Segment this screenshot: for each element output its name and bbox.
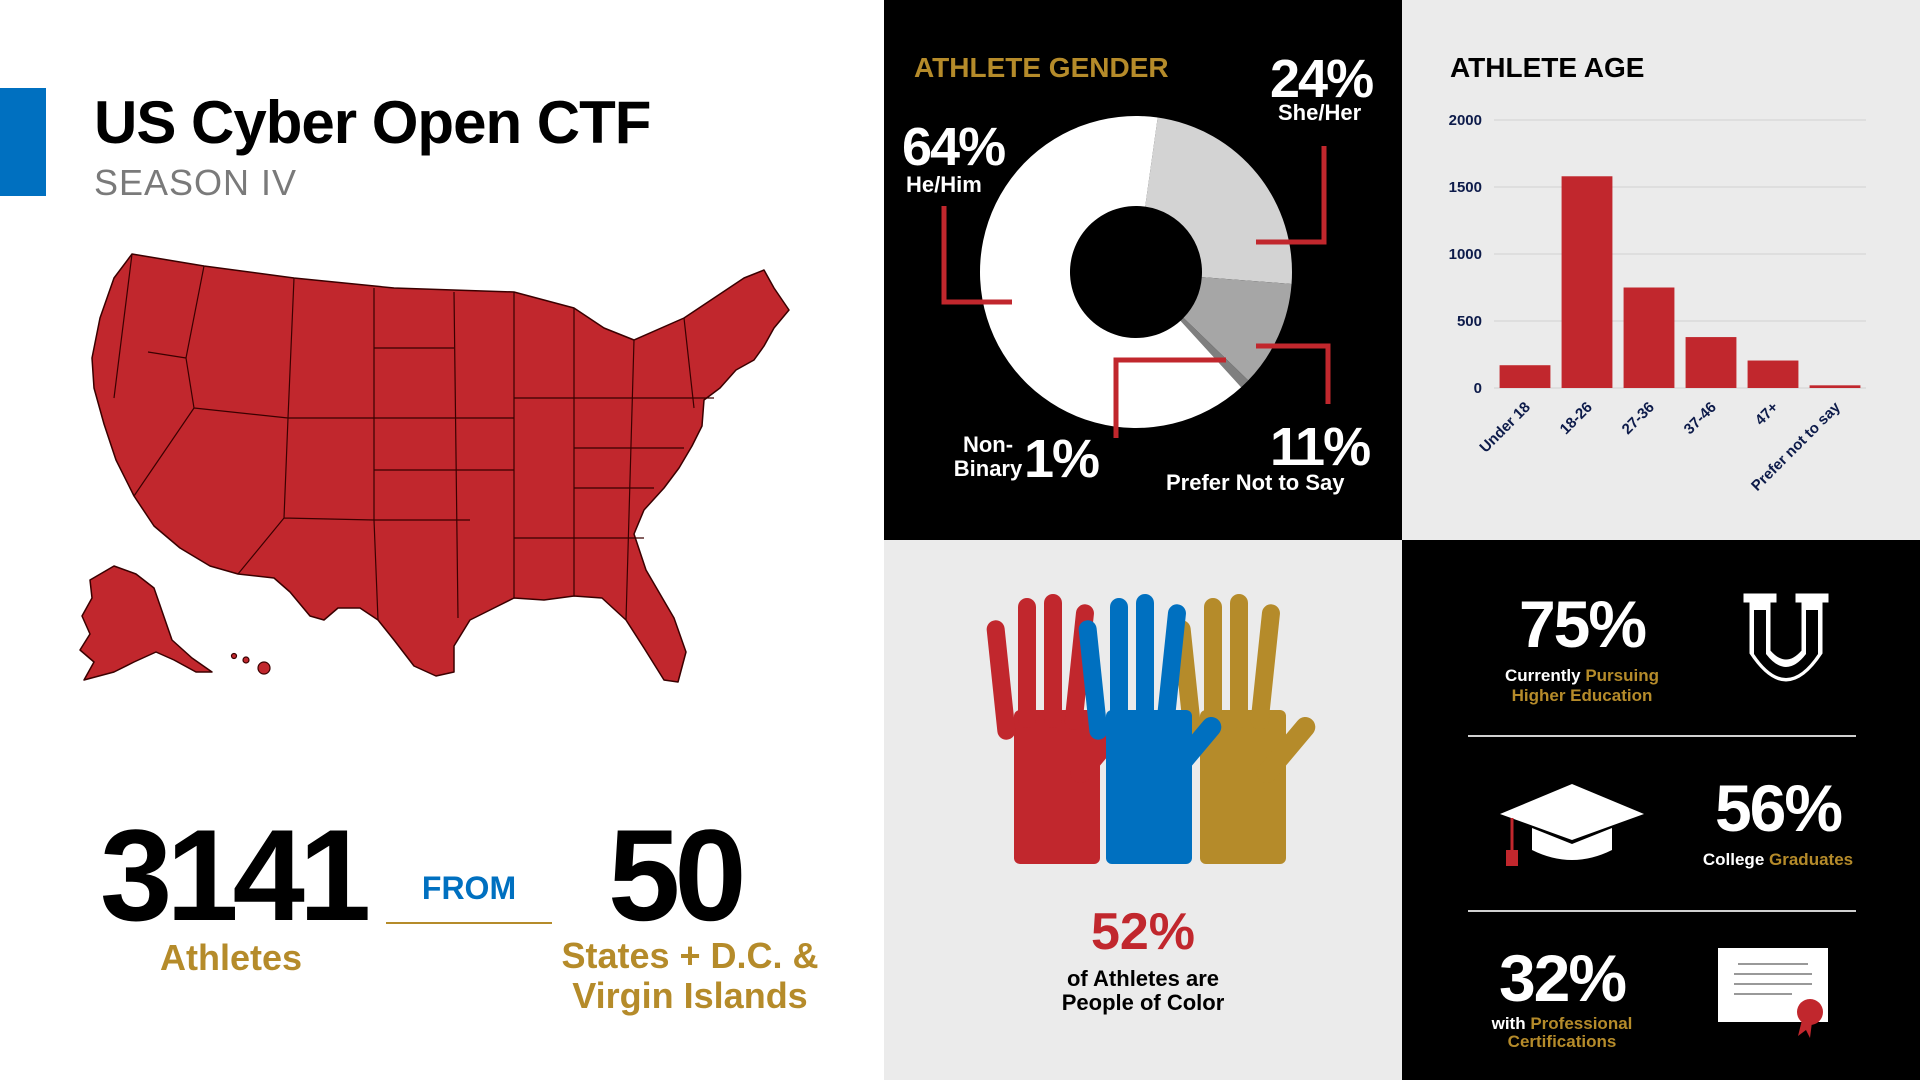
from-divider [386, 922, 552, 924]
edu-divider-1 [1468, 735, 1856, 737]
states-label-line1: States + D.C. & [561, 935, 819, 976]
x-tick-label: 37-46 [1681, 399, 1720, 438]
she-leader-line [1256, 146, 1327, 245]
pursuing-line1: Currently Pursuing [1462, 666, 1702, 686]
nb-pct: 1% [1024, 429, 1100, 489]
age-bar-37-46 [1685, 337, 1737, 388]
alaska-shape [79, 565, 213, 681]
pursuing-g2: Higher Education [1511, 686, 1653, 705]
age-bar-18-26 [1561, 176, 1613, 388]
university-u-icon [1740, 590, 1832, 685]
diversity-panel: 52% of Athletes are People of Color [884, 540, 1402, 1080]
he-pct: 64% [902, 117, 1006, 177]
us-map [79, 253, 790, 683]
x-tick-label: 18-26 [1557, 399, 1596, 438]
age-bar-chart: 0 500 1000 1500 2000 Under 18 18-26 27-36 37-46 4… [1449, 112, 1866, 495]
hawaii-island [242, 656, 250, 664]
cert-g1: Professional [1530, 1014, 1633, 1033]
diversity-line2: People of Color [1061, 990, 1225, 1015]
y-tick-label: 1500 [1449, 179, 1482, 196]
x-tick-label: Under 18 [1476, 399, 1533, 456]
y-tick-label: 2000 [1449, 112, 1482, 129]
nb-label-line1: Non- [962, 432, 1014, 457]
y-tick-label: 500 [1457, 313, 1482, 330]
raised-hands-icon [986, 594, 1316, 864]
pursuing-w1: Currently [1505, 666, 1581, 685]
from-label: FROM [421, 870, 517, 906]
pns-leader-line [1256, 343, 1331, 404]
cert-g2: Certifications [1507, 1032, 1617, 1051]
diversity-line1: of Athletes are [1066, 966, 1219, 991]
grads-line: College Graduates [1648, 850, 1908, 870]
pursuing-g1: Pursuing [1585, 666, 1659, 685]
age-bar-prefer-not-to-say [1809, 385, 1861, 388]
edu-divider-2 [1468, 910, 1856, 912]
gender-donut-chart [941, 115, 1331, 438]
he-leader-line [941, 206, 1012, 305]
cert-pct: 32% [1498, 941, 1627, 1015]
age-panel: ATHLETE AGE 0 500 1000 1500 2000 Under 18 18-2… [1402, 0, 1920, 540]
states-label-line2: Virgin Islands [572, 975, 808, 1016]
donut-slice-non-binary [1180, 317, 1249, 388]
athletes-label: Athletes [159, 937, 303, 978]
state-borders [113, 253, 714, 621]
hawaii-island [230, 652, 238, 660]
page-title: US Cyber Open CTF [94, 89, 651, 156]
x-tick-label: 27-36 [1619, 399, 1658, 438]
age-title: ATHLETE AGE [1450, 52, 1645, 83]
age-bar-under-18 [1499, 365, 1551, 388]
red-hand-icon [986, 594, 1130, 864]
blue-hand-icon [1078, 594, 1222, 864]
pns-label: Prefer Not to Say [1166, 470, 1345, 495]
x-tick-label: 47+ [1752, 399, 1782, 429]
pns-pct: 11% [1270, 417, 1371, 477]
donut-slice-she-her [1145, 117, 1292, 284]
diversity-pct: 52% [1090, 903, 1196, 961]
donut-slice-he-him [980, 115, 1242, 428]
donut-slice-prefer-not-to-say [1183, 277, 1292, 381]
y-tick-label: 1000 [1449, 246, 1482, 263]
nb-leader-line [1113, 357, 1226, 438]
age-bar-47- [1747, 360, 1799, 388]
she-pct: 24% [1270, 49, 1374, 109]
hawaii-island [257, 661, 271, 675]
cert-w: with [1491, 1014, 1526, 1033]
contiguous-us-shape [91, 253, 790, 683]
cert-line1: with Professional [1442, 1014, 1682, 1034]
gold-hand-icon [1172, 594, 1316, 864]
she-label: She/Her [1278, 100, 1362, 125]
nb-label-line2: Binary [953, 456, 1023, 481]
gender-title: ATHLETE GENDER [914, 52, 1169, 83]
gender-panel: ATHLETE GENDER 64% He/Him 24% She/Her No… [884, 0, 1402, 540]
graduation-cap-icon [1500, 784, 1644, 866]
grads-pct: 56% [1714, 771, 1843, 845]
certificate-icon [1718, 948, 1828, 1038]
age-bar-27-36 [1623, 287, 1675, 388]
y-tick-label: 0 [1474, 380, 1482, 397]
accent-bar [0, 88, 46, 196]
athletes-count: 3141 [100, 802, 371, 948]
he-label: He/Him [906, 172, 982, 197]
grads-w: College [1702, 850, 1765, 869]
grads-g: Graduates [1769, 850, 1854, 869]
states-count: 50 [608, 802, 747, 948]
education-panel: 75% Currently Pursuing Higher Education … [1402, 540, 1920, 1080]
pursuing-pct: 75% [1518, 587, 1647, 661]
page-subtitle: SEASON IV [94, 162, 298, 203]
